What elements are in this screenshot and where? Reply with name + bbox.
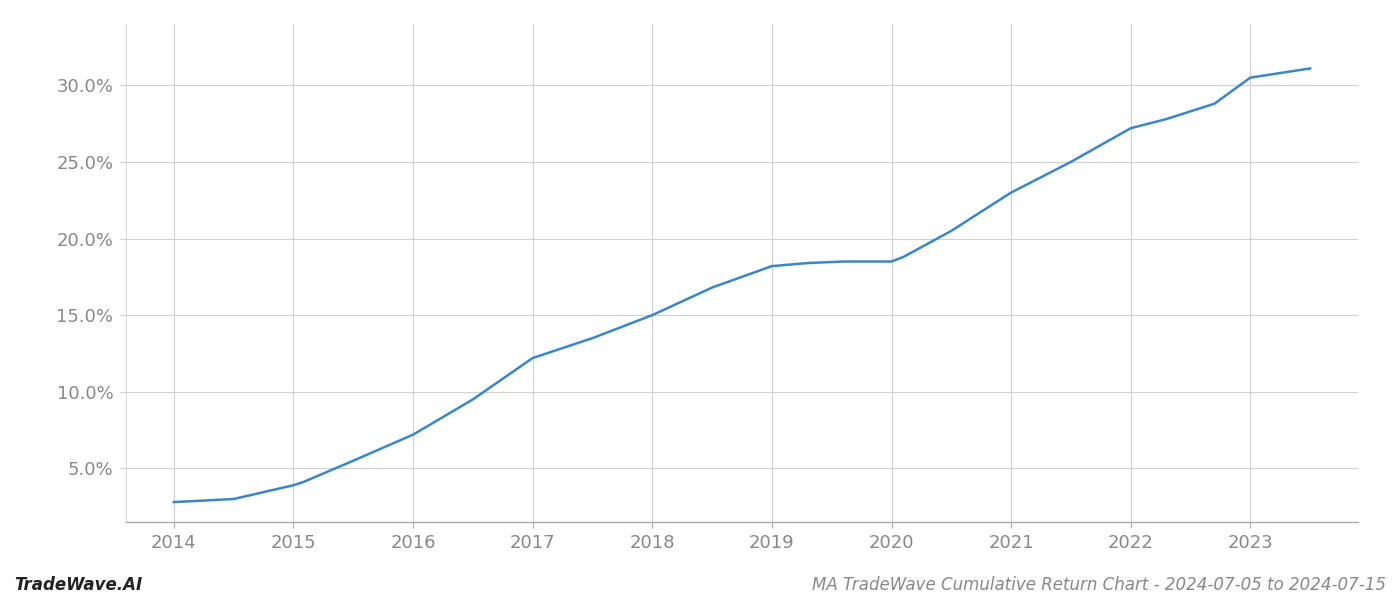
Text: MA TradeWave Cumulative Return Chart - 2024-07-05 to 2024-07-15: MA TradeWave Cumulative Return Chart - 2… — [812, 576, 1386, 594]
Text: TradeWave.AI: TradeWave.AI — [14, 576, 143, 594]
